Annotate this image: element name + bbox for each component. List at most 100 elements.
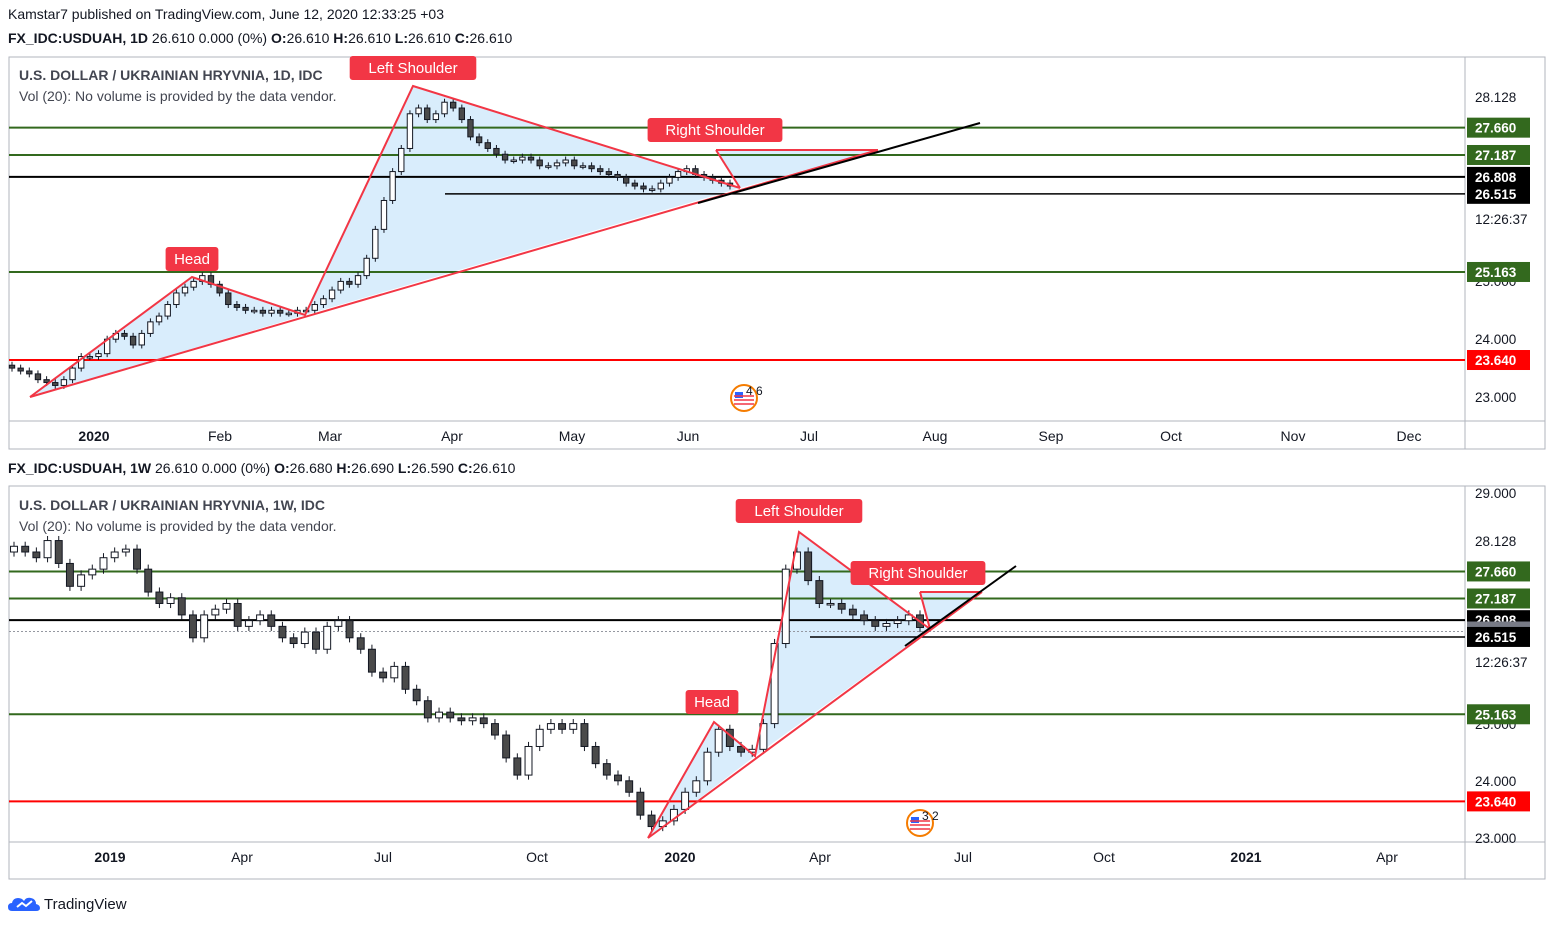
change-1d: 26.610 0.000 (0%) [151,30,268,46]
event-badge: 3 2 [922,809,939,823]
candle [21,545,30,553]
candle [412,688,421,702]
symbol-line-1d: FX_IDC:USDUAH, 1D 26.610 0.000 (0%) O:26… [8,30,513,46]
candle [320,298,327,306]
candle [602,763,611,776]
candle [346,280,353,285]
candle [837,602,846,610]
chart-title: U.S. DOLLAR / UKRAINIAN HRYVNIA, 1D, IDC [19,67,323,83]
time-tick-11: Dec [1397,428,1422,444]
annotation-box-1 [735,499,863,523]
low-1d: 26.610 [408,30,451,46]
candle [562,159,569,164]
candle [605,171,613,175]
time-tick-2: Jul [374,849,392,865]
candle [300,631,309,645]
candle [211,608,220,616]
candle [328,289,336,300]
open-1d: 26.610 [286,30,330,46]
candle [415,107,422,115]
candle [657,182,664,190]
candle [121,548,130,553]
candle [34,373,42,381]
candle [457,717,466,722]
candle [502,734,511,759]
candle [10,545,18,553]
symbol-1w: FX_IDC:USDUAH, 1W [8,460,152,476]
time-tick-9: Oct [1160,428,1182,444]
candle [354,275,362,285]
price-tick-4: 23.000 [1475,831,1516,846]
daily-chart-svg[interactable]: Head Left Shoulder Right Shoulder 23.000 24.… [0,55,1554,451]
candle [54,540,63,564]
candle [545,165,552,168]
annotation-box-0 [165,247,219,271]
candle [871,620,880,627]
annotation-box-2 [647,118,783,142]
candle [52,382,59,386]
candle [78,356,85,369]
weekly-chart-panel[interactable]: Head Left Shoulder Right Shoulder 29.000 28.… [0,484,1554,881]
price-label-box-0 [1467,117,1530,138]
flag-canton [911,817,919,823]
candle [571,159,578,167]
candle [536,159,543,167]
candle [631,182,639,187]
candle [648,188,656,191]
candle [647,814,656,828]
candle [379,671,388,679]
candle [527,156,535,161]
candle [580,723,589,747]
candle [216,283,223,294]
high-1w: 26.690 [351,460,394,476]
candle [513,757,522,776]
time-tick-7: Oct [1093,849,1115,865]
price-label-box-4 [1467,626,1530,647]
candle [289,637,298,645]
pattern-outline-0 [29,84,741,398]
weekly-chart-svg[interactable]: Head Left Shoulder Right Shoulder 29.000 28.… [0,484,1554,881]
candle [519,156,526,161]
candle [225,292,232,306]
candle [390,665,399,679]
low-1w: 26.590 [411,460,454,476]
candle [166,597,175,604]
annotation-box-1 [349,56,477,80]
candle [640,185,647,190]
tradingview-logo[interactable]: TradingView [8,892,127,916]
candle [597,168,604,173]
pattern-fill-2 [716,150,878,188]
candle [546,723,555,730]
price-label-box-2 [1467,166,1530,187]
candle [251,309,258,313]
price-label-3: 26.515 [1475,187,1517,202]
candle [267,614,276,627]
time-tick-0: 2019 [94,849,125,865]
candle [432,113,440,121]
candle [242,306,249,311]
candle [278,625,287,639]
candle [133,548,142,570]
price-tick-3: 28.128 [1475,90,1516,105]
candle [449,101,457,109]
candle [345,620,354,639]
candle [77,574,86,587]
candle [88,568,97,576]
candle [441,101,448,115]
candle [569,723,578,730]
event-badge: 4 6 [746,384,763,398]
close-1w: 26.610 [472,460,516,476]
candle [401,665,410,690]
candle [17,367,24,372]
pattern-fill-1 [305,86,740,315]
daily-chart-panel[interactable]: Head Left Shoulder Right Shoulder 23.000 24.… [0,55,1554,451]
candle [367,648,376,673]
price-label-0: 27.660 [1475,121,1516,136]
candle [467,119,474,138]
price-label-box-5 [1467,704,1530,725]
candle [579,165,587,168]
price-label-2: 26.808 [1475,170,1517,185]
candle [815,580,824,604]
neckline-trendline [697,122,981,204]
time-tick-0: 2020 [78,428,109,444]
